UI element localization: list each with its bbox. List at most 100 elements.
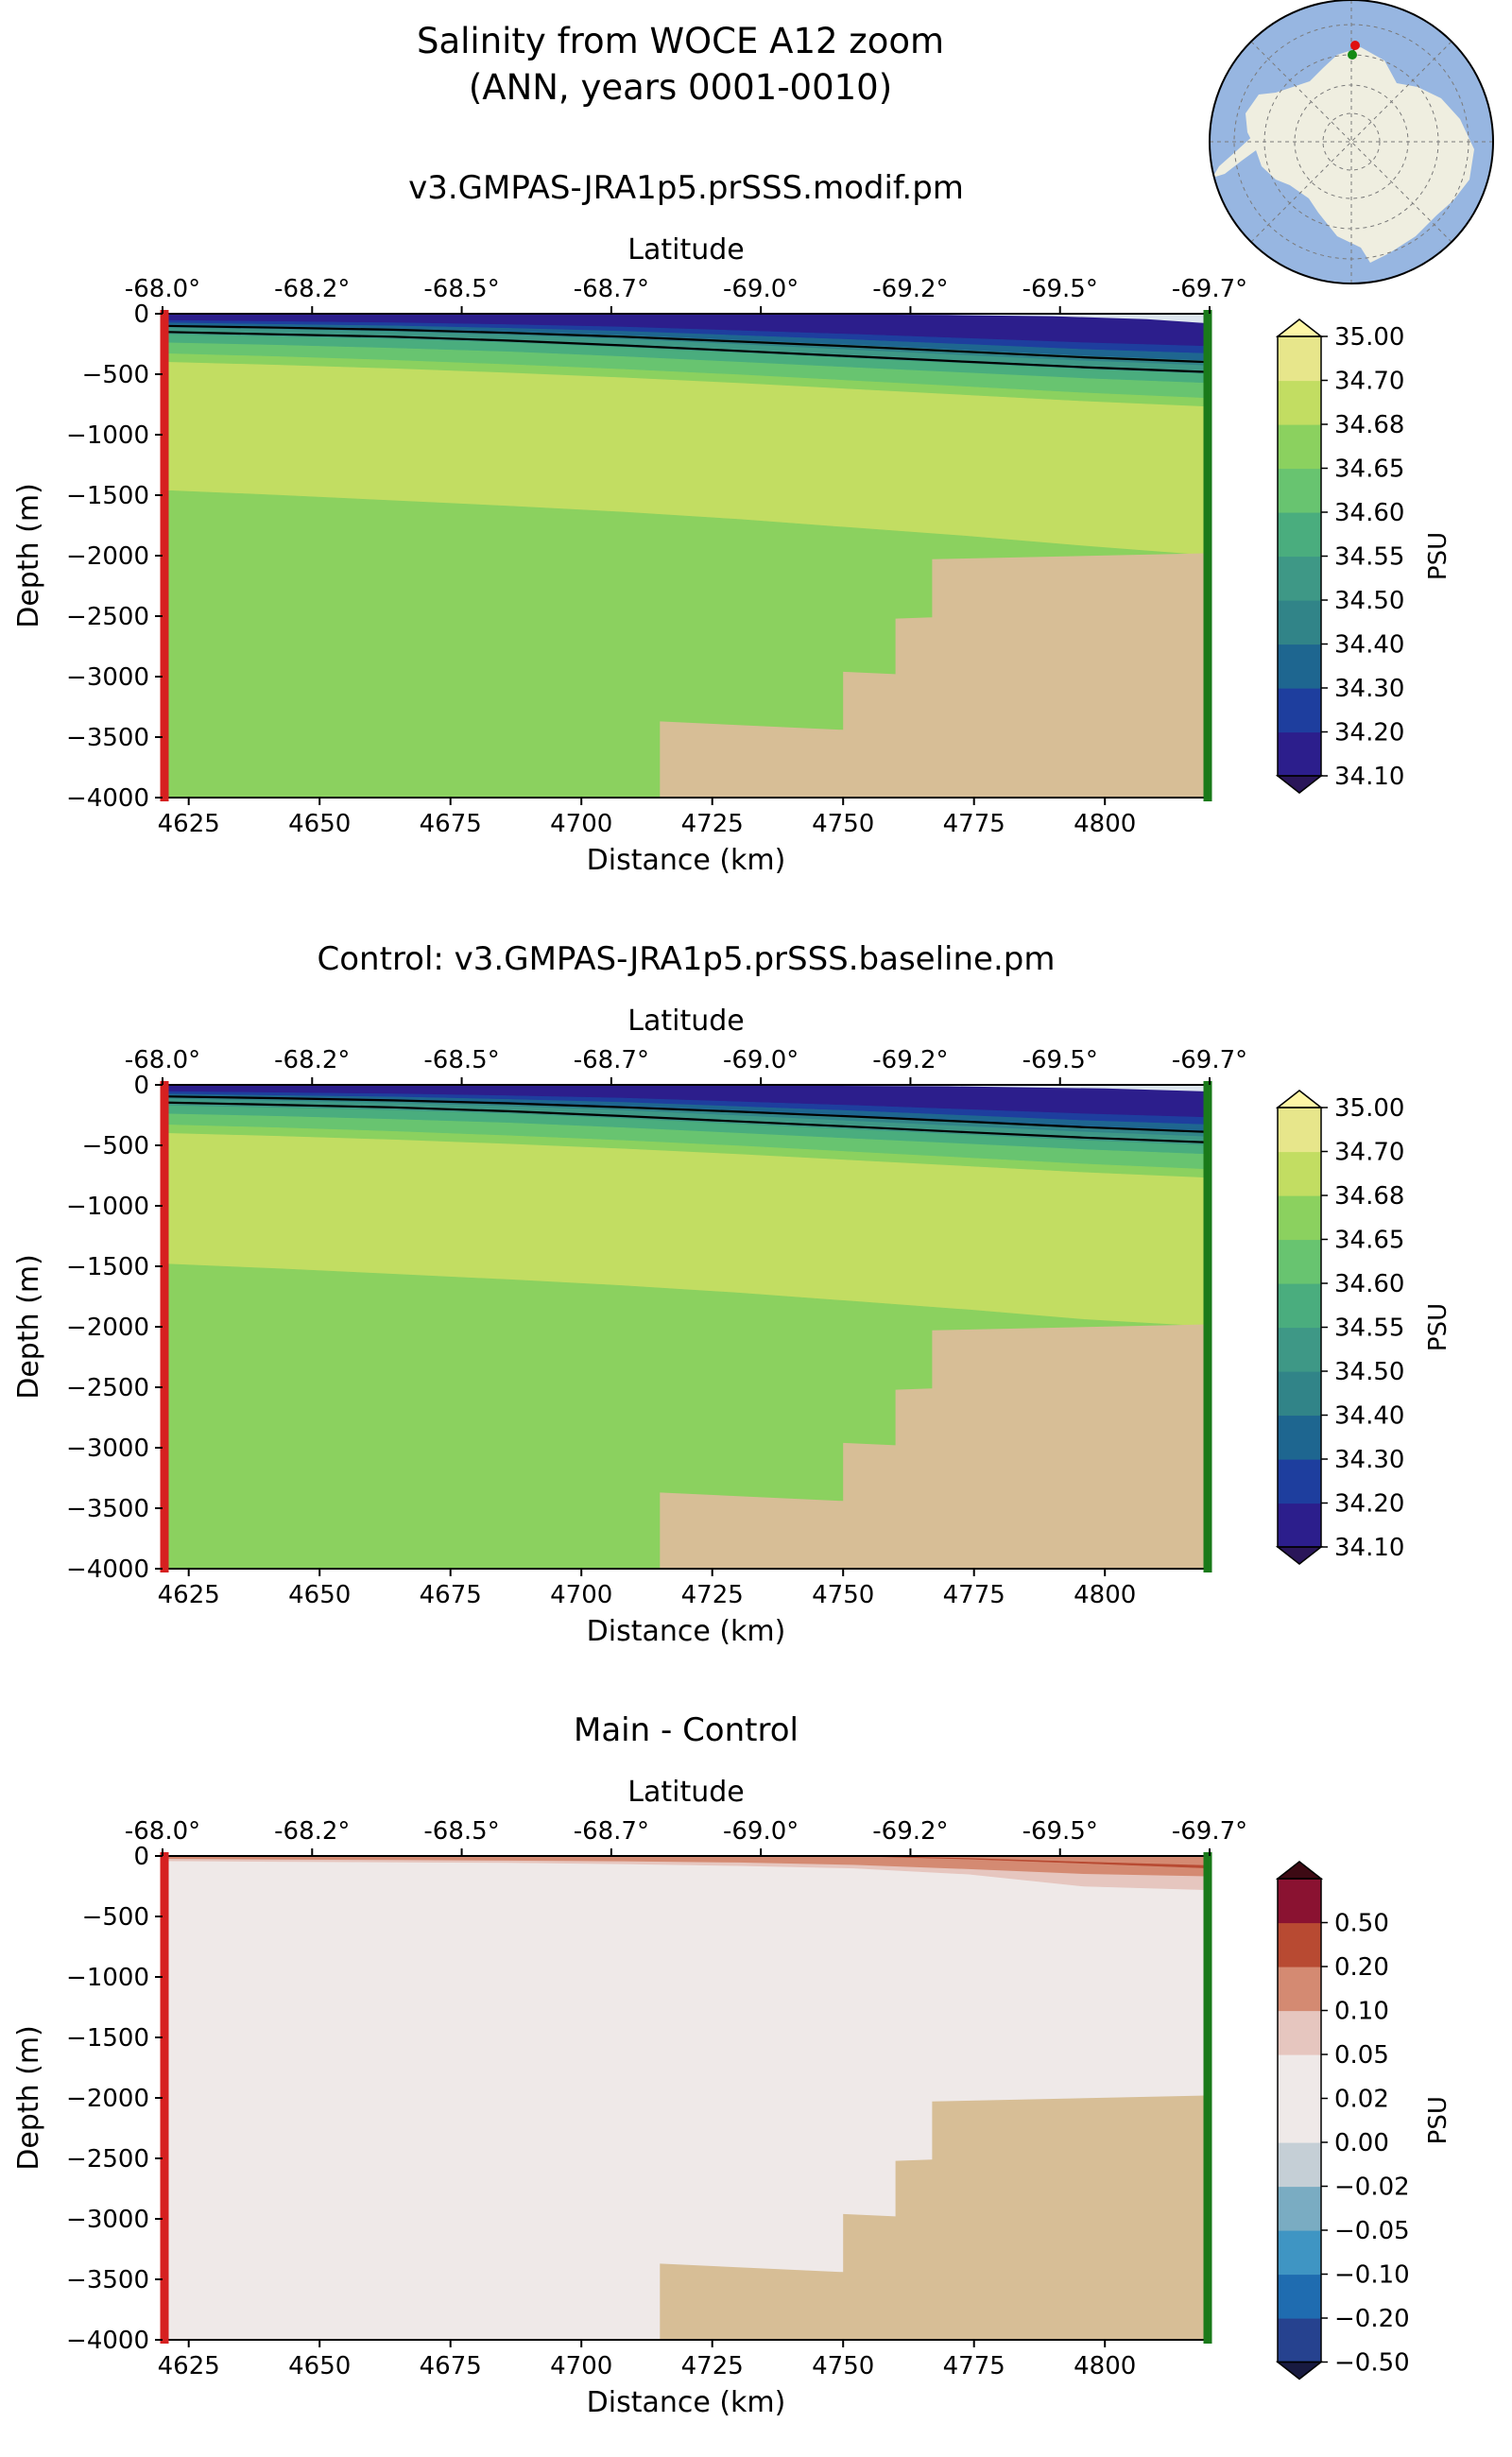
- x-tick-label: 4675: [420, 1581, 482, 1609]
- y-tick-label: −500: [82, 1903, 149, 1932]
- y-tick-label: −1000: [66, 1964, 149, 1992]
- colorbar-segment: [1278, 2142, 1321, 2188]
- latitude-tick-label: -69.0°: [723, 275, 799, 303]
- sea-ice-wedge: [555, 1085, 1210, 1091]
- colorbar-tick-label: 34.55: [1334, 1314, 1404, 1343]
- colorbar-tick-label: 34.40: [1334, 1402, 1404, 1431]
- colorbar-tick-label: 34.55: [1334, 543, 1404, 572]
- y-axis-label: Depth (m): [12, 1254, 45, 1400]
- colorbar-tick-label: 34.68: [1334, 411, 1404, 439]
- latitude-tick-label: -69.7°: [1172, 1046, 1247, 1074]
- colorbar-tick-label: 34.40: [1334, 631, 1404, 660]
- y-tick-label: 0: [133, 1072, 149, 1100]
- latitude-tick-label: -68.5°: [423, 275, 499, 303]
- figure-title-line1: Salinity from WOCE A12 zoom: [417, 21, 944, 61]
- colorbar-segment: [1278, 556, 1321, 601]
- latitude-tick-label: -68.0°: [125, 1817, 200, 1846]
- x-tick-label: 4650: [288, 810, 351, 838]
- colorbar-under-extension: [1275, 775, 1324, 794]
- latitude-tick-label: -69.0°: [723, 1046, 799, 1074]
- x-tick-label: 4625: [158, 810, 220, 838]
- panel-title: v3.GMPAS-JRA1p5.prSSS.modif.pm: [408, 169, 964, 207]
- x-tick-label: 4625: [158, 1581, 220, 1609]
- x-tick-label: 4700: [550, 810, 612, 838]
- colorbar-tick-label: 34.20: [1334, 719, 1404, 747]
- inset-transect-end-marker: [1348, 50, 1357, 60]
- latitude-tick-label: -68.0°: [125, 275, 200, 303]
- bathymetry: [660, 553, 1210, 798]
- latitude-tick-label: -69.5°: [1022, 1046, 1098, 1074]
- colorbar-segment: [1278, 688, 1321, 733]
- colorbar-segment: [1278, 1503, 1321, 1548]
- x-tick-label: 4750: [812, 2352, 874, 2380]
- latitude-tick-label: -68.5°: [423, 1046, 499, 1074]
- colorbar-segment: [1278, 2274, 1321, 2319]
- y-tick-label: −2500: [66, 2145, 149, 2174]
- figure-title-line2: (ANN, years 0001-0010): [469, 67, 892, 108]
- y-tick-label: −4000: [66, 1555, 149, 1584]
- latitude-tick-label: -68.7°: [574, 1817, 649, 1846]
- colorbar-segment: [1278, 1283, 1321, 1329]
- colorbar-segment: [1278, 380, 1321, 425]
- x-tick-label: 4625: [158, 2352, 220, 2380]
- latitude-tick-label: -69.2°: [872, 1046, 948, 1074]
- colorbar-tick-label: 0.10: [1334, 1998, 1389, 2026]
- panel-2: Control: v3.GMPAS-JRA1p5.prSSS.baseline.…: [12, 940, 1452, 1648]
- colorbar-tick-label: −0.05: [1334, 2217, 1410, 2245]
- panel-title: Main - Control: [574, 1711, 799, 1749]
- x-tick-label: 4725: [681, 1581, 744, 1609]
- colorbar-over-extension: [1275, 318, 1324, 337]
- latitude-axis-label: Latitude: [627, 1005, 744, 1038]
- y-tick-label: −3500: [66, 724, 149, 752]
- x-tick-label: 4800: [1074, 810, 1136, 838]
- panels: v3.GMPAS-JRA1p5.prSSS.modif.pm Latitude 46…: [12, 169, 1452, 2419]
- colorbar-tick-label: −0.20: [1334, 2305, 1410, 2333]
- y-tick-label: 0: [133, 1843, 149, 1871]
- bathymetry: [660, 1324, 1210, 1569]
- x-axis-label: Distance (km): [587, 2386, 786, 2419]
- latitude-tick-label: -68.0°: [125, 1046, 200, 1074]
- colorbar-tick-label: 0.02: [1334, 2086, 1389, 2114]
- colorbar-tick-label: −0.02: [1334, 2174, 1410, 2202]
- colorbar-segment: [1278, 731, 1321, 777]
- x-tick-label: 4650: [288, 1581, 351, 1609]
- colorbar-tick-label: 34.20: [1334, 1490, 1404, 1519]
- colorbar-tick-label: 34.60: [1334, 1270, 1404, 1298]
- latitude-tick-label: -68.5°: [423, 1817, 499, 1846]
- colorbar-tick-label: 34.50: [1334, 1358, 1404, 1386]
- colorbar-frame: [1277, 1878, 1322, 2363]
- x-tick-label: 4725: [681, 810, 744, 838]
- y-tick-label: −2000: [66, 1314, 149, 1342]
- colorbar-tick-label: 34.65: [1334, 455, 1404, 484]
- x-tick-label: 4725: [681, 2352, 744, 2380]
- colorbar-under-extension: [1275, 2361, 1324, 2380]
- x-tick-label: 4750: [812, 1581, 874, 1609]
- colorbar-segment: [1278, 1327, 1321, 1372]
- colorbar: 34.10 34.20 34.30 34.40 34.50 34.55 34.60 34.65…: [1275, 1090, 1452, 1565]
- y-tick-label: −3000: [66, 663, 149, 692]
- colorbar-segment: [1278, 336, 1321, 382]
- bathymetry: [660, 2095, 1210, 2340]
- colorbar-label: PSU: [1424, 2096, 1452, 2144]
- colorbar-tick-label: 0.50: [1334, 1910, 1389, 1938]
- colorbar-tick-label: 34.10: [1334, 1534, 1404, 1562]
- latitude-tick-label: -68.2°: [274, 275, 350, 303]
- colorbar-over-extension: [1275, 1090, 1324, 1108]
- colorbar-segment: [1278, 1108, 1321, 1153]
- contour-line-1: [162, 1856, 1211, 1877]
- colorbar-label: PSU: [1424, 532, 1452, 580]
- inset-antarctic-peninsula: [1212, 132, 1263, 178]
- latitude-axis-label: Latitude: [627, 233, 744, 266]
- inset-border: [1209, 0, 1494, 284]
- panel-1: v3.GMPAS-JRA1p5.prSSS.modif.pm Latitude 46…: [12, 169, 1452, 877]
- panel-title: Control: v3.GMPAS-JRA1p5.prSSS.baseline.…: [318, 940, 1056, 978]
- x-tick-label: 4800: [1074, 1581, 1136, 1609]
- y-tick-label: −3000: [66, 2206, 149, 2234]
- colorbar-segment: [1278, 1239, 1321, 1284]
- y-tick-label: −500: [82, 361, 149, 389]
- colorbar-tick-label: −0.50: [1334, 2349, 1410, 2378]
- latitude-tick-label: -68.7°: [574, 1046, 649, 1074]
- colorbar-segment: [1278, 1922, 1321, 1967]
- contour-line-1: [162, 1095, 1211, 1133]
- latitude-tick-label: -68.2°: [274, 1817, 350, 1846]
